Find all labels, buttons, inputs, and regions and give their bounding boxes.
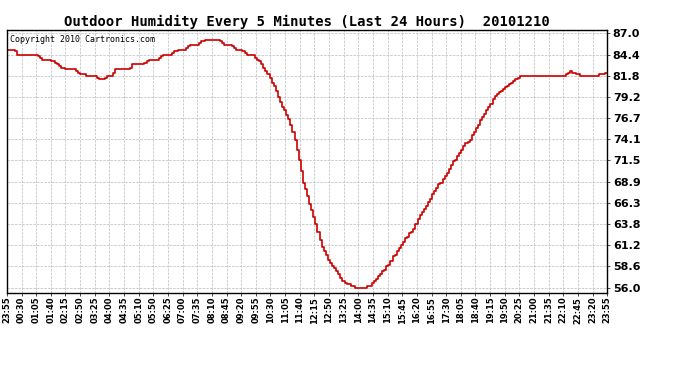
Text: Copyright 2010 Cartronics.com: Copyright 2010 Cartronics.com [10, 35, 155, 44]
Title: Outdoor Humidity Every 5 Minutes (Last 24 Hours)  20101210: Outdoor Humidity Every 5 Minutes (Last 2… [64, 15, 550, 29]
